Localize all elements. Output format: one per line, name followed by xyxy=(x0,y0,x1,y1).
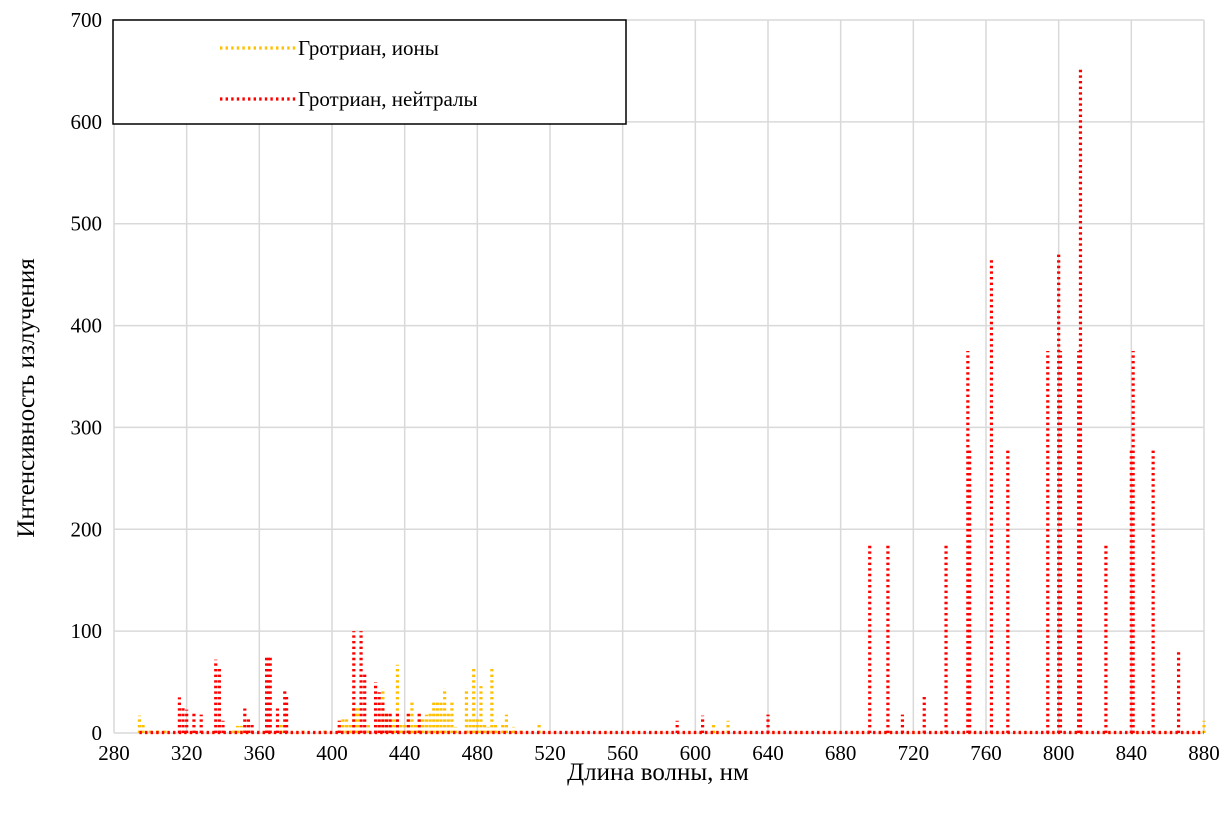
series-layer xyxy=(137,67,1206,735)
y-tick-label: 300 xyxy=(71,415,103,439)
legend: Гротриан, ионы Гротриан, нейтралы xyxy=(112,19,627,125)
series-neutrals xyxy=(139,67,1204,735)
x-tick-label: 800 xyxy=(1043,741,1075,765)
y-tick-label: 400 xyxy=(71,314,103,338)
y-tick-label: 600 xyxy=(71,110,103,134)
y-tick-label: 500 xyxy=(71,212,103,236)
x-tick-label: 680 xyxy=(825,741,857,765)
y-tick-label: 100 xyxy=(71,619,103,643)
y-tick-label: 0 xyxy=(92,721,103,745)
legend-box xyxy=(112,19,627,125)
x-tick-label: 840 xyxy=(1116,741,1148,765)
x-tick-label: 600 xyxy=(680,741,712,765)
x-tick-label: 320 xyxy=(171,741,203,765)
x-tick-label: 520 xyxy=(534,741,566,765)
y-tick-label: 700 xyxy=(71,8,103,32)
x-tick-label: 880 xyxy=(1188,741,1220,765)
x-tick-label: 480 xyxy=(462,741,494,765)
x-tick-label: 720 xyxy=(898,741,930,765)
x-axis-title: Длина волны, нм xyxy=(567,759,749,786)
grid-lines xyxy=(113,19,1205,734)
x-tick-label: 280 xyxy=(98,741,130,765)
legend-label-neutrals: Гротриан, нейтралы xyxy=(298,87,478,111)
x-tick-label: 440 xyxy=(389,741,421,765)
y-tick-label: 200 xyxy=(71,517,103,541)
x-tick-label: 640 xyxy=(752,741,784,765)
x-tick-label: 400 xyxy=(316,741,348,765)
legend-label-ions: Гротриан, ионы xyxy=(298,36,439,60)
tick-labels: 280 320 360 400 440 480 520 560 600 640 680 720 760 8… xyxy=(71,8,1220,765)
x-tick-label: 360 xyxy=(244,741,276,765)
x-tick-label: 560 xyxy=(607,741,639,765)
x-tick-label: 760 xyxy=(970,741,1002,765)
y-axis-title: Интенсивность излучения xyxy=(13,258,40,538)
